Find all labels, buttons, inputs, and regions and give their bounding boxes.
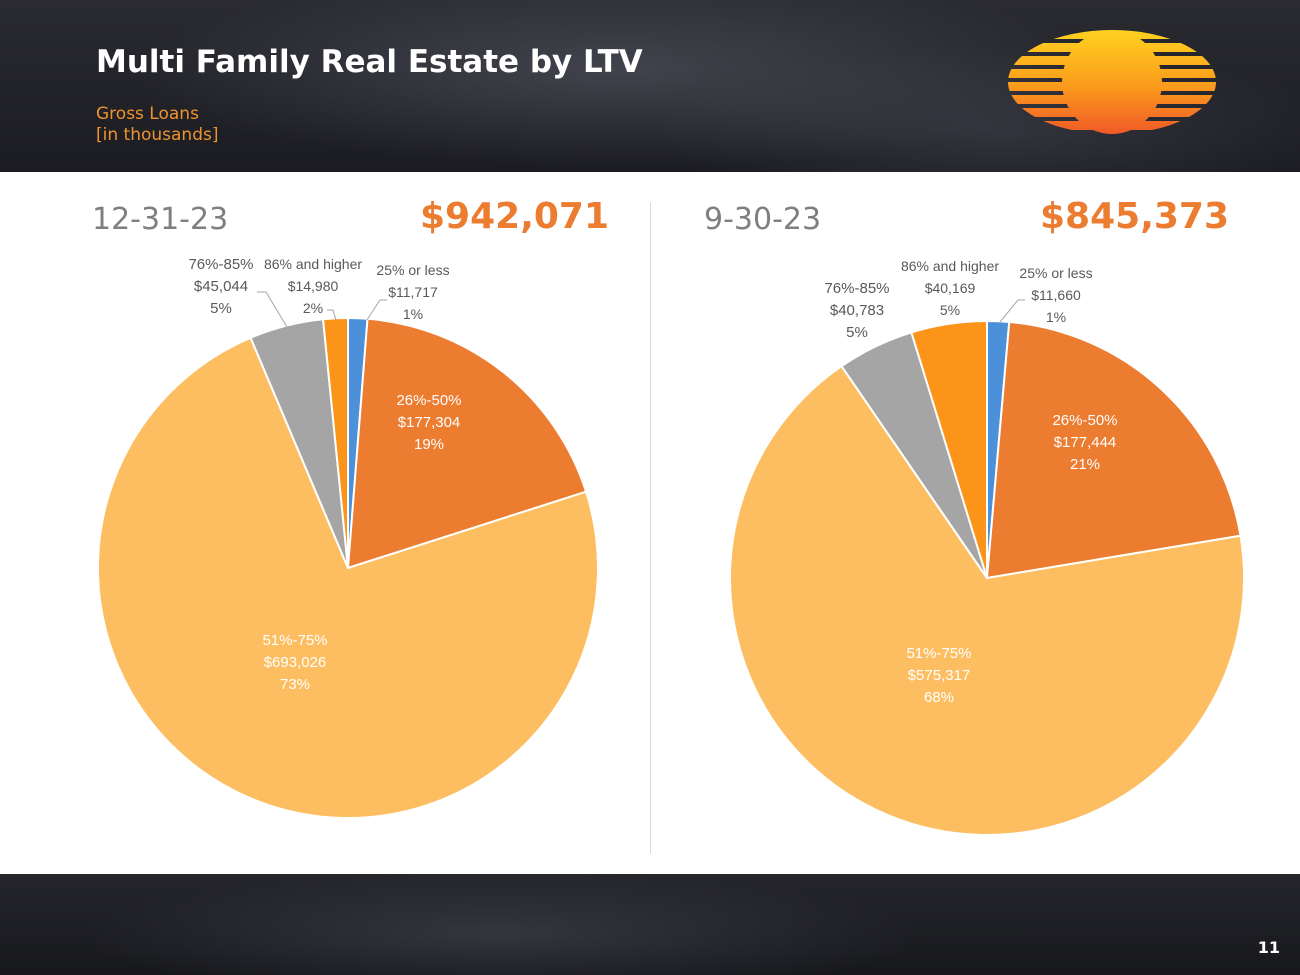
pie-slice-51-75 xyxy=(729,364,1245,836)
slice-category-label-76-85: 76%-85% xyxy=(824,280,889,297)
slice-category-label-51-75: 51%-75% xyxy=(906,645,971,662)
slice-value-label-86-and-higher: $40,169 xyxy=(925,280,976,296)
page-title: Multi Family Real Estate by LTV xyxy=(96,44,643,80)
slice-percent-label-76-85: 5% xyxy=(846,324,868,341)
slice-value-label-76-85: $45,044 xyxy=(194,278,248,295)
pie-chart-sep-2023: 25% or less $11,660 1% 26%-50% $177,444 21% 51… xyxy=(729,258,1245,836)
charts-panel: 12-31-23 $942,071 9-30-23 $845,373 25% o… xyxy=(0,172,1300,874)
slice-percent-label-76-85: 5% xyxy=(210,300,232,317)
slice-value-label-25-or-less: $11,717 xyxy=(388,284,438,300)
leader-line-25-or-less xyxy=(366,299,387,321)
slice-category-label-76-85: 76%-85% xyxy=(188,256,253,273)
slice-percent-label-51-75: 68% xyxy=(924,689,954,706)
slice-value-label-25-or-less: $11,660 xyxy=(1031,287,1081,303)
slice-value-label-76-85: $40,783 xyxy=(830,302,884,319)
slice-category-label-26-50: 26%-50% xyxy=(1052,412,1117,429)
subtitle-gross-loans: Gross Loans xyxy=(96,104,199,124)
slice-category-label-86-and-higher: 86% and higher xyxy=(264,256,362,272)
pie-slice-51-75 xyxy=(97,336,599,819)
slice-percent-label-26-50: 19% xyxy=(414,436,444,453)
leader-line-86-and-higher xyxy=(327,309,337,321)
date-label-dec: 12-31-23 xyxy=(92,202,229,237)
header-banner: Multi Family Real Estate by LTV Gross Lo… xyxy=(0,0,1300,172)
slice-category-label-26-50: 26%-50% xyxy=(396,392,461,409)
slice-value-label-51-75: $575,317 xyxy=(908,667,971,684)
slice-value-label-26-50: $177,444 xyxy=(1054,434,1117,451)
slice-percent-label-26-50: 21% xyxy=(1070,456,1100,473)
slice-value-label-51-75: $693,026 xyxy=(264,654,327,671)
panel-divider xyxy=(650,202,651,854)
slice-category-label-86-and-higher: 86% and higher xyxy=(901,258,999,274)
slice-value-label-26-50: $177,304 xyxy=(398,414,461,431)
leader-line-25-or-less xyxy=(999,299,1025,323)
total-label-sep: $845,373 xyxy=(1040,196,1230,237)
slice-percent-label-86-and-higher: 2% xyxy=(303,300,323,316)
slice-percent-label-86-and-higher: 5% xyxy=(940,302,960,318)
company-logo xyxy=(1008,30,1216,134)
date-label-sep: 9-30-23 xyxy=(704,202,822,237)
slice-category-label-25-or-less: 25% or less xyxy=(1019,265,1092,281)
slice-percent-label-25-or-less: 1% xyxy=(1046,309,1066,325)
pie-slice-26-50 xyxy=(985,320,1242,580)
footer-banner: 11 xyxy=(0,874,1300,975)
pie-slice-26-50 xyxy=(346,317,588,570)
leader-line-76-85 xyxy=(257,291,288,328)
slice-category-label-51-75: 51%-75% xyxy=(262,632,327,649)
page-number: 11 xyxy=(1257,938,1280,957)
slice-percent-label-25-or-less: 1% xyxy=(403,306,423,322)
slice-category-label-25-or-less: 25% or less xyxy=(376,262,449,278)
pie-slice-86-and-higher xyxy=(910,319,988,579)
pie-chart-dec-2023: 25% or less $11,717 1% 26%-50% $177,304 19% 51… xyxy=(97,256,599,819)
slice-percent-label-51-75: 73% xyxy=(280,676,310,693)
slice-value-label-86-and-higher: $14,980 xyxy=(288,278,339,294)
subtitle-units: [in thousands] xyxy=(96,125,219,145)
total-label-dec: $942,071 xyxy=(420,196,610,237)
